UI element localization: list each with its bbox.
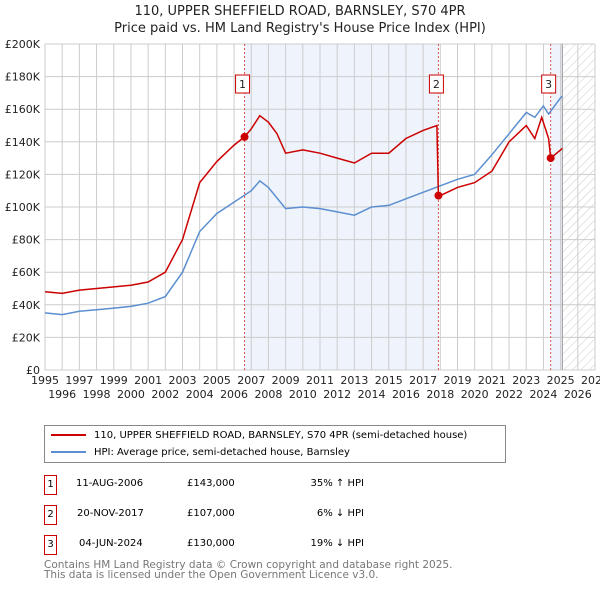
x-tick-label: 2011 bbox=[306, 374, 334, 387]
transaction-number: 3 bbox=[44, 535, 57, 555]
x-tick-label: 2002 bbox=[151, 388, 179, 401]
y-tick-label: £160K bbox=[5, 103, 41, 116]
footer-copyright: Contains HM Land Registry data © Crown c… bbox=[44, 559, 453, 571]
y-tick-label: £200K bbox=[5, 38, 41, 51]
x-tick-label: 2024 bbox=[529, 388, 557, 401]
legend: 110, UPPER SHEFFIELD ROAD, BARNSLEY, S70… bbox=[44, 425, 506, 463]
transaction-date: 11-AUG-2006 bbox=[76, 478, 144, 489]
transaction-price: £130,000 bbox=[187, 538, 235, 549]
annotation-label: 2 bbox=[433, 78, 440, 91]
x-tick-label: 1995 bbox=[31, 374, 59, 387]
annotation-box bbox=[428, 74, 444, 94]
x-tick-label: 2003 bbox=[169, 374, 197, 387]
transaction-row: 3 04-JUN-2024 £130,000 19% ↓ HPI bbox=[44, 535, 444, 555]
transaction-hpi: 19% ↓ HPI bbox=[310, 538, 364, 549]
x-tick-label: 2022 bbox=[495, 388, 523, 401]
x-tick-label: 1997 bbox=[65, 374, 93, 387]
legend-swatch-red bbox=[51, 434, 86, 436]
x-tick-label: 2021 bbox=[478, 374, 506, 387]
transaction-row: 1 11-AUG-2006 £143,000 35% ↑ HPI bbox=[44, 475, 444, 495]
series-line bbox=[44, 114, 563, 295]
x-tick-label: 1999 bbox=[100, 374, 128, 387]
legend-item-hpi: HPI: Average price, semi-detached house,… bbox=[51, 445, 350, 459]
transaction-number: 2 bbox=[44, 505, 57, 525]
x-tick-label: 2026 bbox=[564, 388, 592, 401]
sale-point bbox=[434, 191, 443, 200]
sale-point bbox=[240, 132, 249, 141]
transaction-price: £143,000 bbox=[187, 478, 235, 489]
y-tick-label: £140K bbox=[5, 136, 41, 149]
transaction-number: 1 bbox=[44, 475, 57, 495]
x-tick-label: 2013 bbox=[340, 374, 368, 387]
transaction-hpi: 6% ↓ HPI bbox=[316, 508, 364, 519]
x-tick-label: 1996 bbox=[48, 388, 76, 401]
chart-subtitle: Price paid vs. HM Land Registry's House … bbox=[114, 21, 486, 36]
transaction-hpi: 35% ↑ HPI bbox=[310, 478, 364, 489]
x-tick-label: 2008 bbox=[254, 388, 282, 401]
y-tick-label: £120K bbox=[5, 168, 41, 181]
y-tick-label: £40K bbox=[12, 299, 41, 312]
x-tick-label: 2019 bbox=[444, 374, 472, 387]
annotation-box bbox=[235, 74, 251, 94]
x-tick-label: 2000 bbox=[117, 388, 145, 401]
y-tick-label: £0 bbox=[26, 364, 40, 377]
y-tick-label: £180K bbox=[5, 71, 41, 84]
transaction-date: 20-NOV-2017 bbox=[77, 508, 144, 519]
x-tick-label: 2027 bbox=[581, 374, 600, 387]
x-tick-label: 2023 bbox=[512, 374, 540, 387]
y-tick-label: £100K bbox=[5, 201, 41, 214]
transaction-row: 2 20-NOV-2017 £107,000 6% ↓ HPI bbox=[44, 505, 444, 525]
footer-licence: This data is licensed under the Open Gov… bbox=[44, 569, 379, 581]
x-tick-label: 2004 bbox=[186, 388, 214, 401]
footer: Contains HM Land Registry data © Crown c… bbox=[44, 559, 453, 581]
annotation-label: 1 bbox=[239, 78, 246, 91]
x-tick-label: 2010 bbox=[289, 388, 317, 401]
y-tick-label: £80K bbox=[12, 234, 41, 247]
y-tick-label: £20K bbox=[12, 331, 41, 344]
y-tick-label: £60K bbox=[12, 266, 41, 279]
x-tick-label: 2018 bbox=[426, 388, 454, 401]
x-tick-label: 2015 bbox=[375, 374, 403, 387]
legend-label: 110, UPPER SHEFFIELD ROAD, BARNSLEY, S70… bbox=[94, 429, 468, 441]
transaction-price: £107,000 bbox=[187, 508, 235, 519]
annotation-box bbox=[541, 74, 557, 94]
x-tick-label: 1998 bbox=[83, 388, 111, 401]
legend-item-property: 110, UPPER SHEFFIELD ROAD, BARNSLEY, S70… bbox=[51, 428, 467, 442]
legend-label: HPI: Average price, semi-detached house,… bbox=[94, 446, 350, 458]
price-chart: 1995199619971998199920002001200220032004… bbox=[5, 38, 600, 401]
x-tick-label: 2009 bbox=[272, 374, 300, 387]
chart-title: 110, UPPER SHEFFIELD ROAD, BARNSLEY, S70… bbox=[134, 4, 466, 19]
x-tick-label: 2001 bbox=[134, 374, 162, 387]
legend-swatch-blue bbox=[51, 451, 86, 453]
x-tick-label: 2007 bbox=[237, 374, 265, 387]
x-tick-label: 2020 bbox=[461, 388, 489, 401]
x-tick-label: 2025 bbox=[547, 374, 575, 387]
x-tick-label: 2012 bbox=[323, 388, 351, 401]
x-tick-label: 2016 bbox=[392, 388, 420, 401]
x-tick-label: 2006 bbox=[220, 388, 248, 401]
annotation-label: 3 bbox=[545, 78, 552, 91]
series-line bbox=[44, 95, 563, 316]
x-tick-label: 2014 bbox=[358, 388, 386, 401]
x-tick-label: 2005 bbox=[203, 374, 231, 387]
x-tick-label: 2017 bbox=[409, 374, 437, 387]
transaction-date: 04-JUN-2024 bbox=[79, 538, 143, 549]
sale-point bbox=[546, 154, 555, 163]
